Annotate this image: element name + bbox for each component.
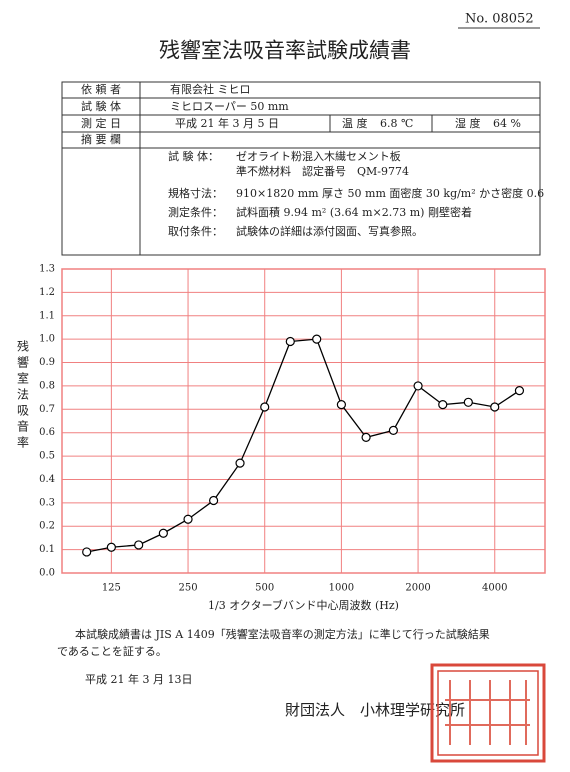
remark-text: 試料面積 9.94 m² (3.64 m×2.73 m) 剛壁密着	[236, 205, 472, 219]
plot-frame	[61, 268, 546, 574]
data-point	[490, 402, 500, 412]
remark-label: 試 験 体：	[168, 149, 219, 163]
data-point	[82, 547, 92, 557]
y-tick-label: 0.7	[39, 404, 55, 415]
data-point	[438, 400, 448, 410]
x-tick-label: 4000	[482, 583, 507, 594]
y-tick-label: 1.2	[39, 287, 55, 298]
statement-line: 本試験成績書は JIS A 1409「残響室法吸音率の測定方法」に準じて行った試…	[75, 627, 490, 641]
y-axis-label: 残響室法吸音率	[16, 340, 30, 452]
data-point	[183, 514, 193, 524]
y-tick-label: 0.2	[39, 521, 55, 532]
y-tick-label: 0.1	[39, 544, 55, 555]
row-value: ミヒロスーパー 50 mm	[170, 100, 289, 113]
row-label: 試 験 体	[81, 99, 121, 113]
y-tick-label: 0.4	[39, 474, 55, 485]
remark-label: 取付条件：	[168, 224, 223, 238]
temperature-label: 温 度	[342, 116, 368, 130]
humidity: 64 %	[493, 117, 521, 130]
seal-pattern	[445, 680, 530, 745]
row-value: 平成 21 年 3 月 5 日	[175, 116, 279, 130]
y-tick-label: 0.3	[39, 497, 55, 508]
remark-text: 910×1820 mm 厚さ 50 mm 面密度 30 kg/m² かさ密度 0…	[236, 186, 544, 200]
table-border	[61, 81, 541, 256]
y-tick-label: 0.8	[39, 380, 55, 391]
x-tick-label: 1000	[329, 583, 354, 594]
info-table	[61, 81, 541, 256]
data-point	[285, 336, 295, 347]
remark-label: 測定条件：	[168, 205, 223, 219]
row-label: 摘 要 欄	[81, 132, 121, 146]
data-point	[134, 540, 144, 550]
seal-border	[430, 663, 546, 763]
remark-label: 規格寸法：	[168, 186, 223, 200]
data-point	[514, 386, 525, 396]
data-point	[336, 400, 346, 410]
data-point	[312, 334, 322, 344]
y-tick-label: 0.9	[39, 357, 55, 368]
data-point	[260, 402, 270, 412]
temperature: 6.8 ℃	[380, 117, 413, 130]
date: 平成 21 年 3 月 13日	[85, 672, 192, 686]
issuer: 財団法人 小林理学研究所	[285, 701, 465, 719]
seal-inner	[437, 670, 539, 756]
data-point	[158, 528, 168, 538]
row-label: 測 定 日	[81, 116, 121, 130]
data-point	[413, 381, 423, 391]
y-tick-label: 1.3	[39, 264, 55, 275]
humidity-label: 湿 度	[455, 116, 481, 130]
y-tick-label: 0.0	[39, 568, 55, 579]
x-tick-label: 2000	[405, 583, 430, 594]
data-point	[361, 432, 371, 442]
seal	[430, 663, 546, 763]
remark-text: ゼオライト粉混入木繊セメント板	[236, 149, 401, 163]
row-label: 依 頼 者	[81, 83, 121, 96]
x-axis-label: 1/3 オクターブバンド中心周波数 (Hz)	[208, 598, 399, 612]
y-tick-label: 1.0	[39, 334, 55, 345]
data-point	[463, 397, 473, 407]
data-line	[86, 338, 520, 553]
document-number: No. 08052	[465, 12, 534, 27]
x-tick-label: 125	[102, 583, 121, 594]
chart: 0.0 0.1 0.2 0.3 0.4 0.5 0.6 0.7 0.8 0.9 1.0 1.1 1.2 1…	[16, 264, 546, 612]
x-tick-label: 250	[178, 583, 197, 594]
remark-text: 準不燃材料 認定番号 QM-9774	[236, 164, 409, 178]
y-tick-label: 1.1	[39, 310, 55, 321]
data-point	[235, 458, 245, 468]
y-tick-label: 0.6	[39, 427, 55, 438]
y-tick-label: 0.5	[39, 451, 55, 462]
data-point	[106, 542, 116, 552]
data-point	[388, 425, 398, 435]
data-point	[209, 495, 219, 506]
title: 残響室法吸音率試験成績書	[159, 39, 411, 63]
x-tick-label: 500	[255, 583, 274, 594]
remark-text: 試験体の詳細は添付図面、写真参照。	[236, 224, 423, 238]
statement-line: であることを証する。	[57, 645, 167, 658]
row-value: 有限会社 ミヒロ	[170, 82, 251, 96]
